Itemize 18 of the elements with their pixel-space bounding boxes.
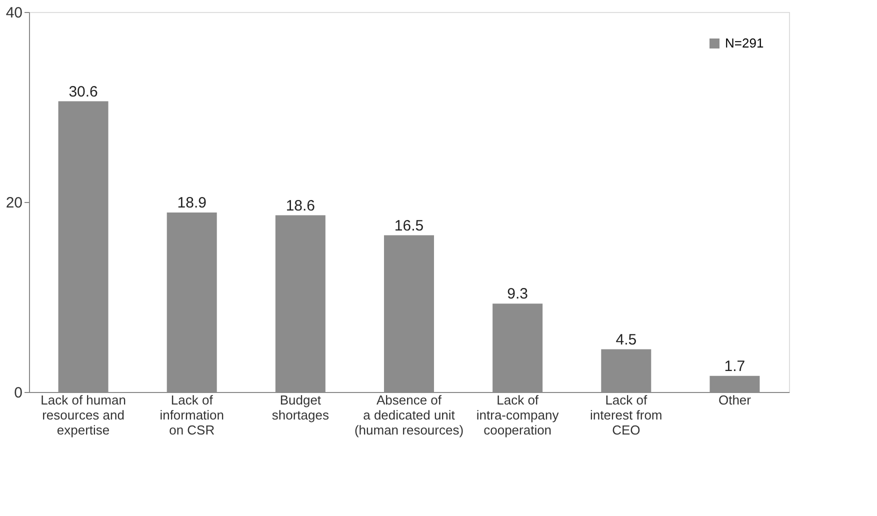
x-tick-label: Lack of human resources and expertise	[40, 392, 126, 438]
x-tick-label: Other	[718, 392, 752, 408]
x-tick-label: Budget shortages	[272, 392, 330, 422]
x-tick-label: Lack of intra-company cooperation	[476, 392, 560, 438]
x-tick-label: Absence of a dedicated unit (human resources)	[354, 392, 464, 438]
x-tick-label: Lack of interest from CEO	[590, 392, 662, 438]
legend-label: N=291	[725, 36, 764, 50]
y-tick-label: 20	[6, 194, 22, 212]
data-label: 1.7	[724, 358, 746, 375]
data-label: 16.5	[394, 217, 424, 234]
data-label: 9.3	[507, 286, 528, 303]
y-tick-label: 40	[6, 4, 22, 22]
data-label: 18.9	[177, 194, 206, 212]
x-tick-label: Lack of information on CSR	[160, 392, 224, 438]
data-label: 30.6	[68, 83, 98, 100]
data-label: 18.6	[286, 197, 316, 214]
data-label: 4.5	[616, 331, 637, 348]
y-tick-label: 0	[14, 384, 22, 402]
